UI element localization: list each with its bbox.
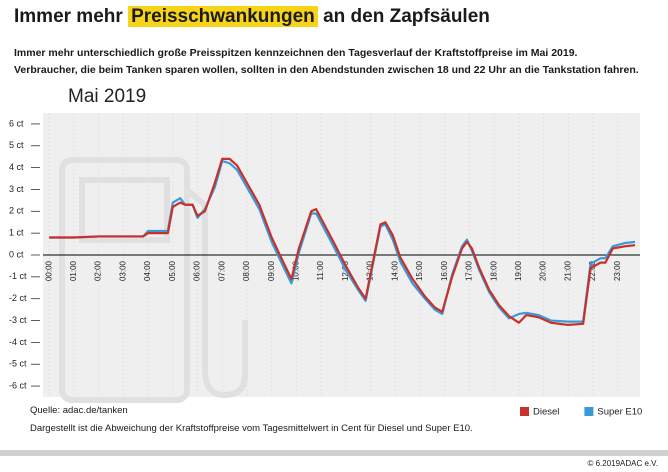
series-line: [49, 157, 636, 327]
source: Quelle: adac.de/tanken: [30, 405, 128, 416]
legend-swatch: [520, 407, 529, 416]
x-tick-label: 03:00: [118, 260, 127, 281]
x-tick-label: 04:00: [143, 260, 152, 281]
x-tick-label: 18:00: [489, 260, 498, 281]
chart-title: Mai 2019: [68, 86, 146, 107]
subtitle: Immer mehr unterschiedlich große Preissp…: [14, 47, 578, 59]
x-tick-label: 00:00: [44, 260, 53, 281]
legend-swatch: [584, 407, 594, 416]
copyright: © 6.2019ADAC e.V.: [587, 459, 658, 468]
x-tick-label: 17:00: [465, 260, 474, 281]
x-tick-label: 22:00: [588, 260, 597, 281]
subtitle: Verbraucher, die beim Tanken sparen woll…: [14, 64, 639, 76]
x-tick-label: 14:00: [390, 260, 399, 281]
y-tick-label: 2 ct: [9, 206, 24, 216]
footer-bar: [0, 450, 668, 456]
x-tick-label: 01:00: [69, 260, 78, 281]
title-highlight: Preisschwankungen: [128, 6, 318, 27]
y-tick-label: -6 ct: [9, 380, 27, 390]
y-tick-label: -5 ct: [9, 359, 27, 369]
x-tick-label: 10:00: [291, 260, 300, 281]
y-tick-label: -4 ct: [9, 337, 27, 347]
x-tick-label: 02:00: [94, 260, 103, 281]
x-tick-label: 21:00: [563, 260, 572, 281]
x-tick-label: 19:00: [514, 260, 523, 281]
legend-label: Diesel: [533, 407, 559, 418]
x-tick-label: 05:00: [168, 260, 177, 281]
x-tick-label: 15:00: [415, 260, 424, 281]
y-tick-label: 1 ct: [9, 228, 24, 238]
x-tick-label: 08:00: [242, 260, 251, 281]
y-tick-label: 5 ct: [9, 140, 24, 150]
title-part: an den Zapfsäulen: [323, 6, 490, 27]
x-tick-label: 20:00: [539, 260, 548, 281]
y-tick-label: -1 ct: [9, 271, 27, 281]
x-tick-label: 16:00: [440, 260, 449, 281]
y-tick-label: 0 ct: [9, 249, 24, 259]
x-tick-label: 09:00: [267, 260, 276, 281]
legend-label: Super E10: [597, 407, 642, 418]
x-tick-label: 11:00: [316, 260, 325, 280]
y-tick-label: 6 ct: [9, 118, 24, 128]
x-tick-label: 06:00: [193, 260, 202, 281]
pump-illustration: [59, 157, 248, 403]
title: Immer mehr Preisschwankungen an den Zapf…: [14, 6, 490, 28]
y-tick-label: -2 ct: [9, 293, 27, 303]
x-tick-label: 23:00: [613, 260, 622, 281]
y-tick-label: -3 ct: [9, 315, 27, 325]
x-tick-label: 07:00: [217, 260, 226, 281]
y-tick-label: 3 ct: [9, 184, 24, 194]
y-tick-label: 4 ct: [9, 162, 24, 172]
title-part: Immer mehr: [14, 6, 123, 27]
note: Dargestellt ist die Abweichung der Kraft…: [30, 423, 473, 434]
